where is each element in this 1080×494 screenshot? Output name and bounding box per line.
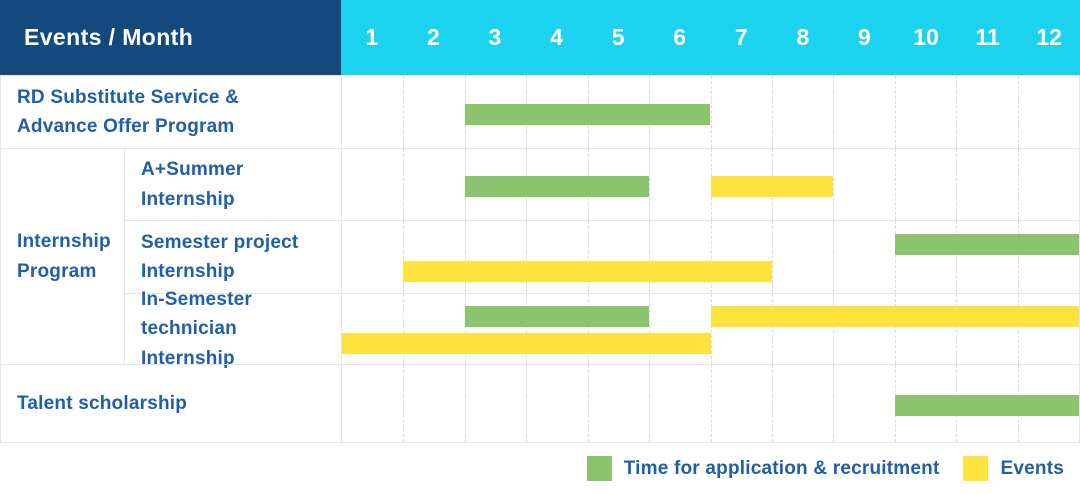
month-gridline [771, 221, 833, 293]
month-gridline [894, 149, 956, 220]
events-table: Events / Month 1 2 3 4 5 6 7 8 9 10 11 12 RD Substi… [0, 0, 1080, 443]
month-label: 11 [975, 24, 1000, 50]
month-gridlines [342, 76, 1079, 148]
month-gridline [342, 76, 403, 148]
month-gridline [342, 221, 403, 293]
month-gridline [342, 149, 403, 220]
gantt-bar-green [464, 305, 650, 327]
month-gridline [1017, 76, 1079, 148]
gantt-bar-yellow [403, 261, 772, 283]
month-gridlines [342, 294, 1079, 364]
month-label: 3 [488, 24, 502, 50]
month-gridline [833, 294, 894, 364]
month-gridline [526, 365, 587, 442]
row-timeline [341, 75, 1080, 148]
month-gridline [956, 221, 1017, 293]
month-label: 6 [673, 24, 687, 50]
month-gridline [710, 76, 772, 148]
month-gridline [710, 365, 772, 442]
gantt-bar-yellow [710, 176, 834, 198]
month-gridline [1017, 149, 1079, 220]
month-gridline [956, 294, 1017, 364]
month-gridline [771, 76, 833, 148]
month-gridline [833, 149, 894, 220]
month-label: 10 [913, 24, 939, 50]
group-label: Internship Program [0, 148, 124, 364]
month-gridline [587, 221, 649, 293]
gantt-bar-yellow [342, 332, 711, 354]
month-gridline [464, 365, 526, 442]
legend-item: Time for application & recruitment [586, 456, 940, 481]
gantt-bar-green [464, 176, 650, 198]
month-gridline [649, 365, 710, 442]
month-header-row: 1 2 3 4 5 6 7 8 9 10 11 12 [341, 0, 1080, 75]
row-timeline [341, 364, 1080, 443]
month-gridline [1017, 221, 1079, 293]
month-label: 4 [550, 24, 563, 50]
row-label: In-Semester technician Internship [124, 289, 341, 369]
row-label: Talent scholarship [0, 364, 341, 443]
month-label: 5 [611, 24, 625, 50]
month-gridlines [342, 221, 1079, 293]
month-gridline [587, 294, 649, 364]
legend-label: Time for application & recruitment [623, 457, 940, 479]
month-gridline [1017, 294, 1079, 364]
month-gridline [710, 221, 772, 293]
month-gridline [587, 365, 649, 442]
month-gridline [771, 365, 833, 442]
gantt-bar-green [464, 103, 711, 125]
month-gridline [526, 294, 587, 364]
month-gridline [833, 221, 894, 293]
legend: Time for application & recruitment Events [586, 456, 1064, 481]
legend-label: Events [1000, 457, 1064, 479]
month-gridline [526, 221, 587, 293]
month-gridline [403, 365, 464, 442]
month-gridline [894, 294, 956, 364]
month-gridline [403, 221, 464, 293]
month-gridline [771, 294, 833, 364]
month-gridline [403, 76, 464, 148]
month-gridline [403, 149, 464, 220]
month-label: 12 [1036, 24, 1062, 50]
month-gridline [956, 76, 1017, 148]
month-gridline [403, 294, 464, 364]
month-label: 7 [734, 24, 748, 50]
month-gridline [464, 221, 526, 293]
row-label: Semester project Internship [124, 220, 341, 293]
month-gridline [649, 221, 710, 293]
month-gridline [464, 294, 526, 364]
yellow-swatch [963, 456, 989, 481]
month-gridline [894, 76, 956, 148]
gantt-bar-yellow [710, 305, 1079, 327]
green-swatch [586, 456, 612, 481]
month-gridline [649, 294, 710, 364]
month-gridline [833, 76, 894, 148]
row-timeline [341, 220, 1080, 293]
month-label: 2 [426, 24, 440, 50]
month-gridline [833, 365, 894, 442]
month-gridline [649, 149, 710, 220]
gantt-bar-green [894, 233, 1079, 255]
gantt-bar-green [894, 395, 1079, 417]
month-label: 1 [365, 24, 379, 50]
month-gridline [956, 149, 1017, 220]
row-label: A+Summer Internship [124, 148, 341, 220]
month-label: 9 [858, 24, 871, 50]
table-header-title: Events / Month [0, 0, 341, 75]
month-label: 8 [796, 24, 810, 50]
month-gridline [710, 294, 772, 364]
month-gridline [342, 365, 403, 442]
row-label: RD Substitute Service & Advance Offer Pr… [0, 75, 341, 148]
row-timeline [341, 293, 1080, 364]
legend-item: Events [963, 456, 1064, 481]
row-timeline [341, 148, 1080, 220]
month-gridline [894, 221, 956, 293]
